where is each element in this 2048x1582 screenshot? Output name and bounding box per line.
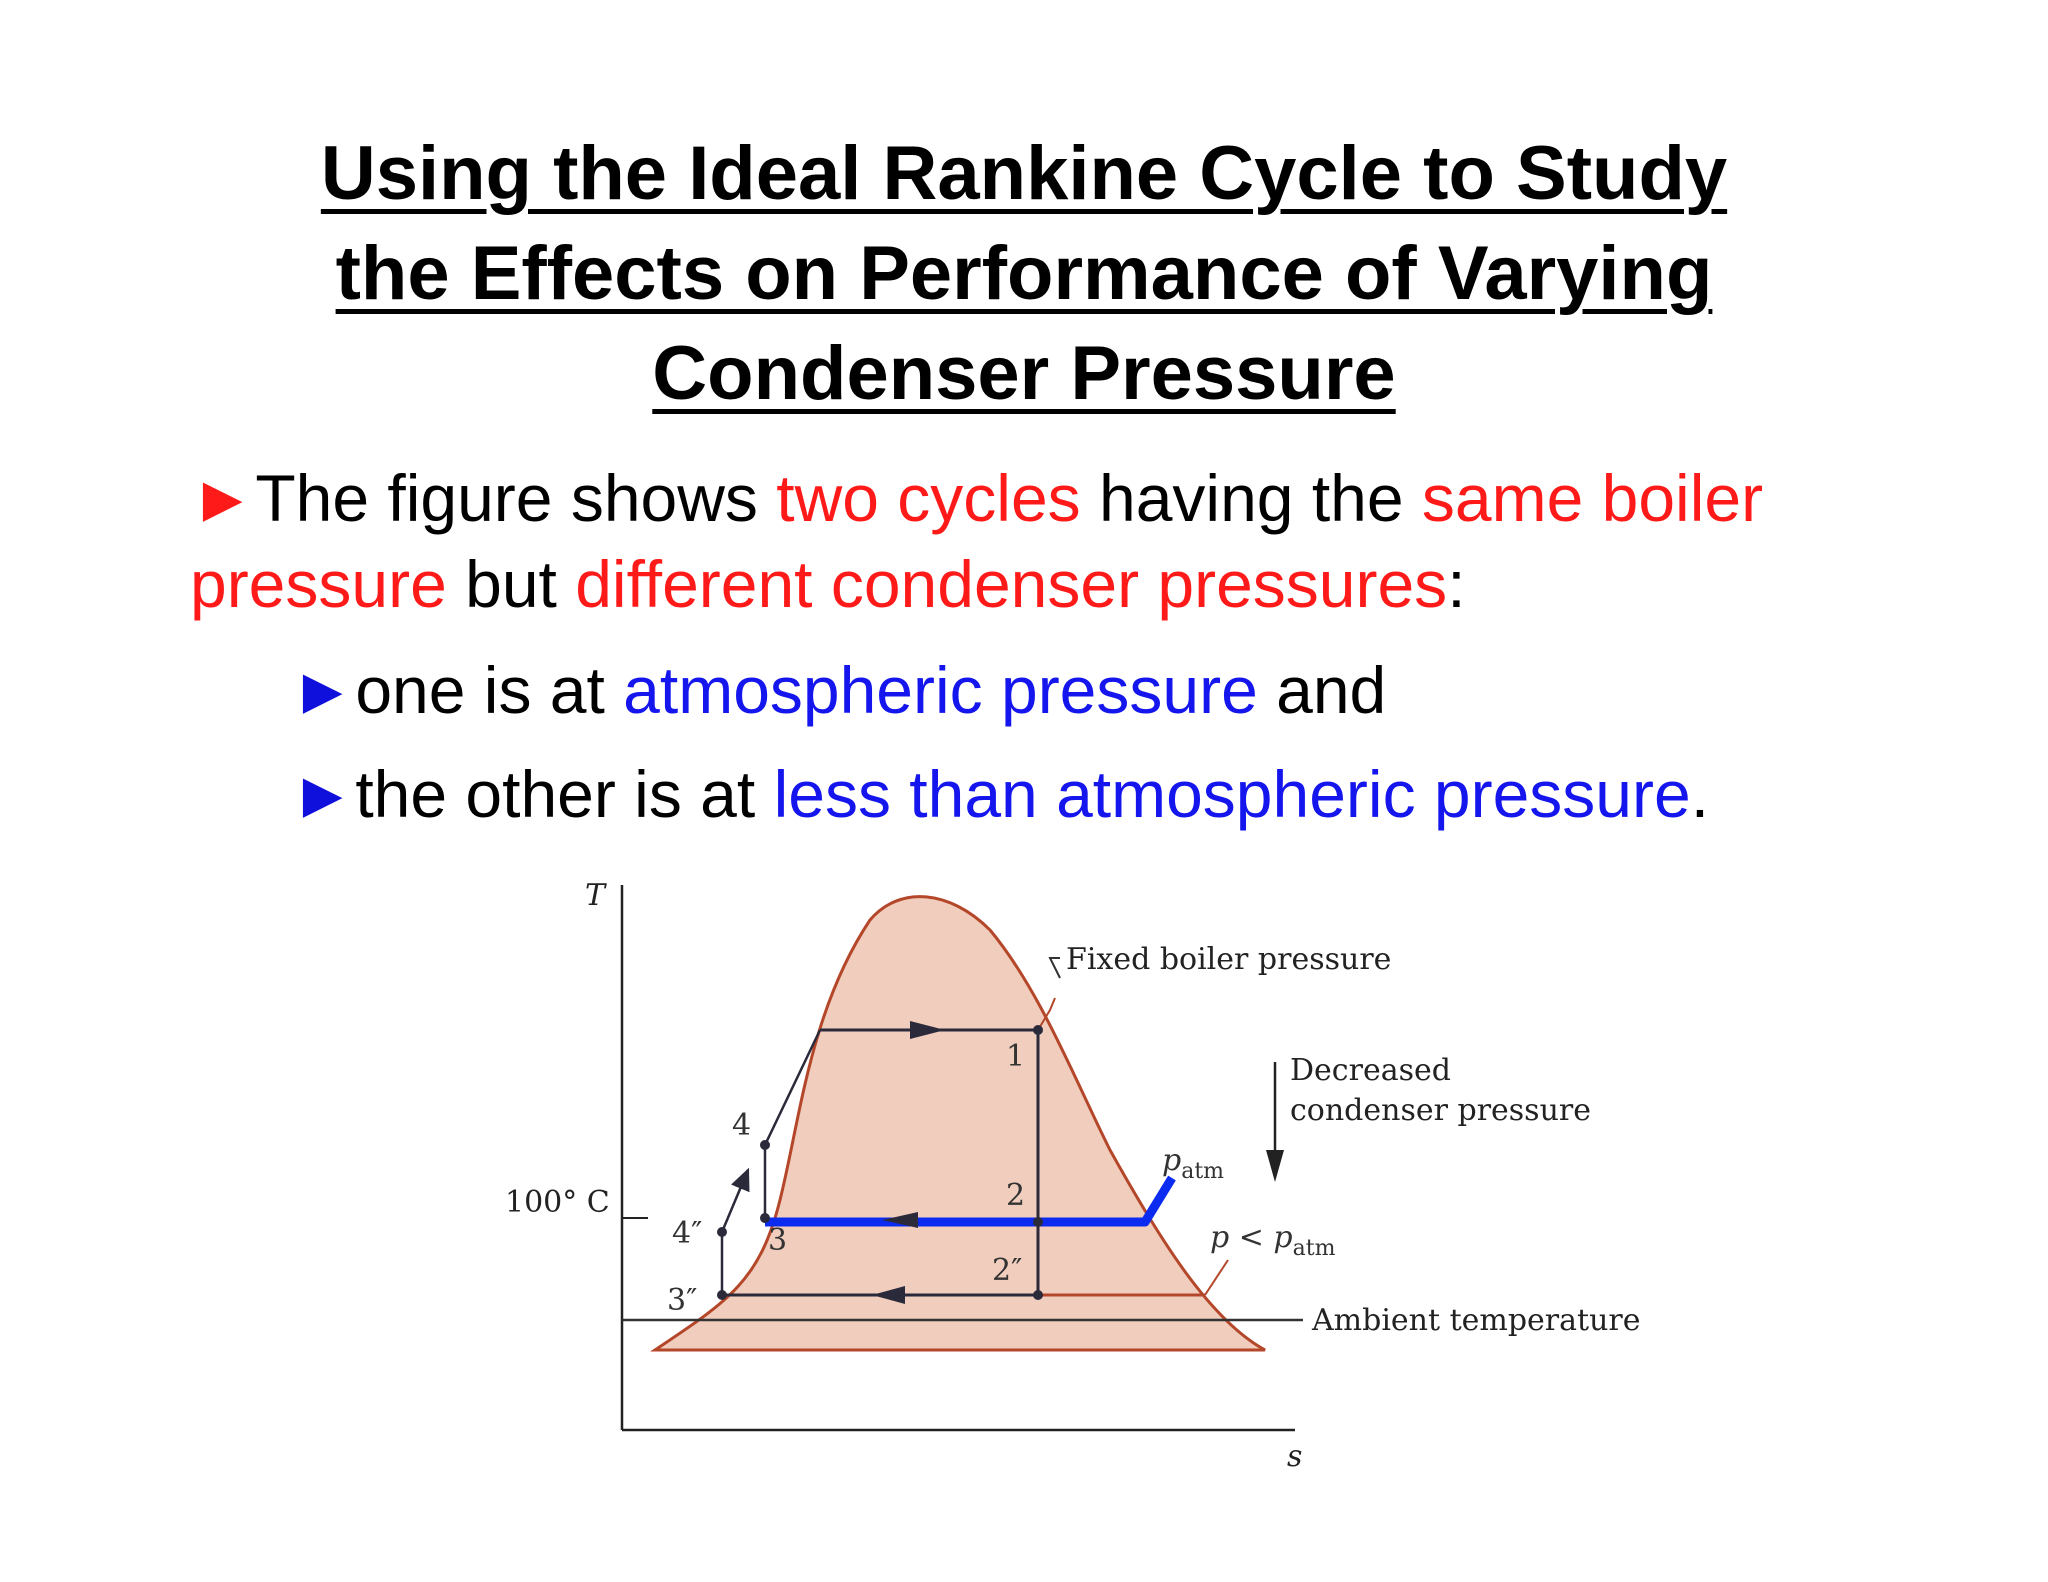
title-line-1: Using the Ideal Rankine Cycle to Study — [320, 131, 1728, 216]
lower-condenser-arrow-icon — [872, 1286, 905, 1304]
bullet-main-text-4: : — [1447, 547, 1466, 621]
title-line-2: the Effects on Performance of Varying — [335, 231, 1713, 316]
bullet-main: ►The figure shows two cycles having the … — [190, 455, 1890, 627]
bullet-main-text-3: but — [446, 547, 576, 621]
bullet-main-text-1: The figure shows — [255, 461, 777, 535]
p-less-sub: atm — [1293, 1236, 1336, 1261]
state-label-2: 2 — [1006, 1178, 1025, 1213]
bullet-sub-1: ►one is at atmospheric pressure and — [290, 647, 1930, 733]
bullet-sub-1-text-2: and — [1257, 653, 1387, 727]
bullet-sub-2-text-1: the other is at — [355, 757, 774, 831]
state-point-3 — [760, 1213, 770, 1223]
bullet-main-highlight-same-boiler: same boiler pressure — [190, 461, 1764, 621]
bullet-sub-1-highlight: atmospheric pressure — [623, 653, 1258, 727]
ambient-temperature-label: Ambient temperature — [1311, 1303, 1640, 1338]
bullet-main-text-2: having the — [1080, 461, 1422, 535]
state-point-4 — [760, 1140, 770, 1150]
decreased-label-1: Decreased — [1290, 1053, 1451, 1088]
p-less-p: p < p — [1210, 1220, 1293, 1255]
bullet-arrow-icon: ► — [190, 461, 256, 535]
state-label-3: 3 — [768, 1223, 787, 1258]
heating-line-4-sat — [763, 1029, 822, 1146]
state-point-1 — [1033, 1025, 1043, 1035]
state-point-4pp — [717, 1227, 727, 1237]
x-axis-label: s — [1287, 1439, 1302, 1474]
boiler-arrow-icon — [910, 1021, 945, 1039]
state-label-2pp: 2″ — [992, 1253, 1022, 1288]
patm-label: patm — [1162, 1143, 1224, 1184]
p-less-than-patm-label: p < patm — [1210, 1220, 1336, 1261]
bullet-sub-2: ►the other is at less than atmospheric p… — [290, 751, 1930, 837]
fixed-boiler-label: Fixed boiler pressure — [1066, 942, 1391, 977]
state-point-3pp — [717, 1290, 727, 1300]
state-point-2 — [1033, 1217, 1043, 1227]
y-axis-label: T — [585, 878, 607, 913]
saturation-dome — [650, 895, 1266, 1352]
fixed-boiler-leader — [1037, 997, 1056, 1031]
heating-line-4pp — [720, 1167, 750, 1233]
patm-sub: atm — [1181, 1159, 1224, 1184]
tick-100c-label: 100° C — [505, 1185, 610, 1220]
decreased-label-2: condenser pressure — [1290, 1093, 1591, 1128]
upper-condenser-arrow-icon — [882, 1212, 918, 1228]
lower-pressure-leader — [1204, 1259, 1229, 1296]
bullet-arrow-icon: ► — [290, 757, 356, 831]
slide-title: Using the Ideal Rankine Cycle to Study t… — [224, 124, 1824, 424]
bullet-sub-2-text-2: . — [1690, 757, 1710, 831]
state-label-4pp: 4″ — [672, 1216, 702, 1251]
bullet-main-highlight-two-cycles: two cycles — [776, 461, 1081, 535]
state-label-3pp: 3″ — [667, 1283, 697, 1318]
title-line-3: Condenser Pressure — [652, 331, 1396, 416]
ts-diagram: T s 100° C Ambient temperature Fixed boi… — [505, 878, 1640, 1474]
state-label-4: 4 — [732, 1108, 751, 1143]
state-point-2pp — [1033, 1290, 1043, 1300]
bullet-sub-2-highlight: less than atmospheric pressure — [773, 757, 1691, 831]
fixed-boiler-bracket — [1048, 957, 1061, 979]
bullet-main-highlight-different-condenser: different condenser pressures — [575, 547, 1448, 621]
patm-p: p — [1162, 1143, 1181, 1178]
state-label-1: 1 — [1006, 1039, 1025, 1074]
decreased-pressure-arrow-icon — [1266, 1150, 1284, 1182]
bullet-sub-1-text-1: one is at — [355, 653, 624, 727]
bullet-arrow-icon: ► — [290, 653, 356, 727]
